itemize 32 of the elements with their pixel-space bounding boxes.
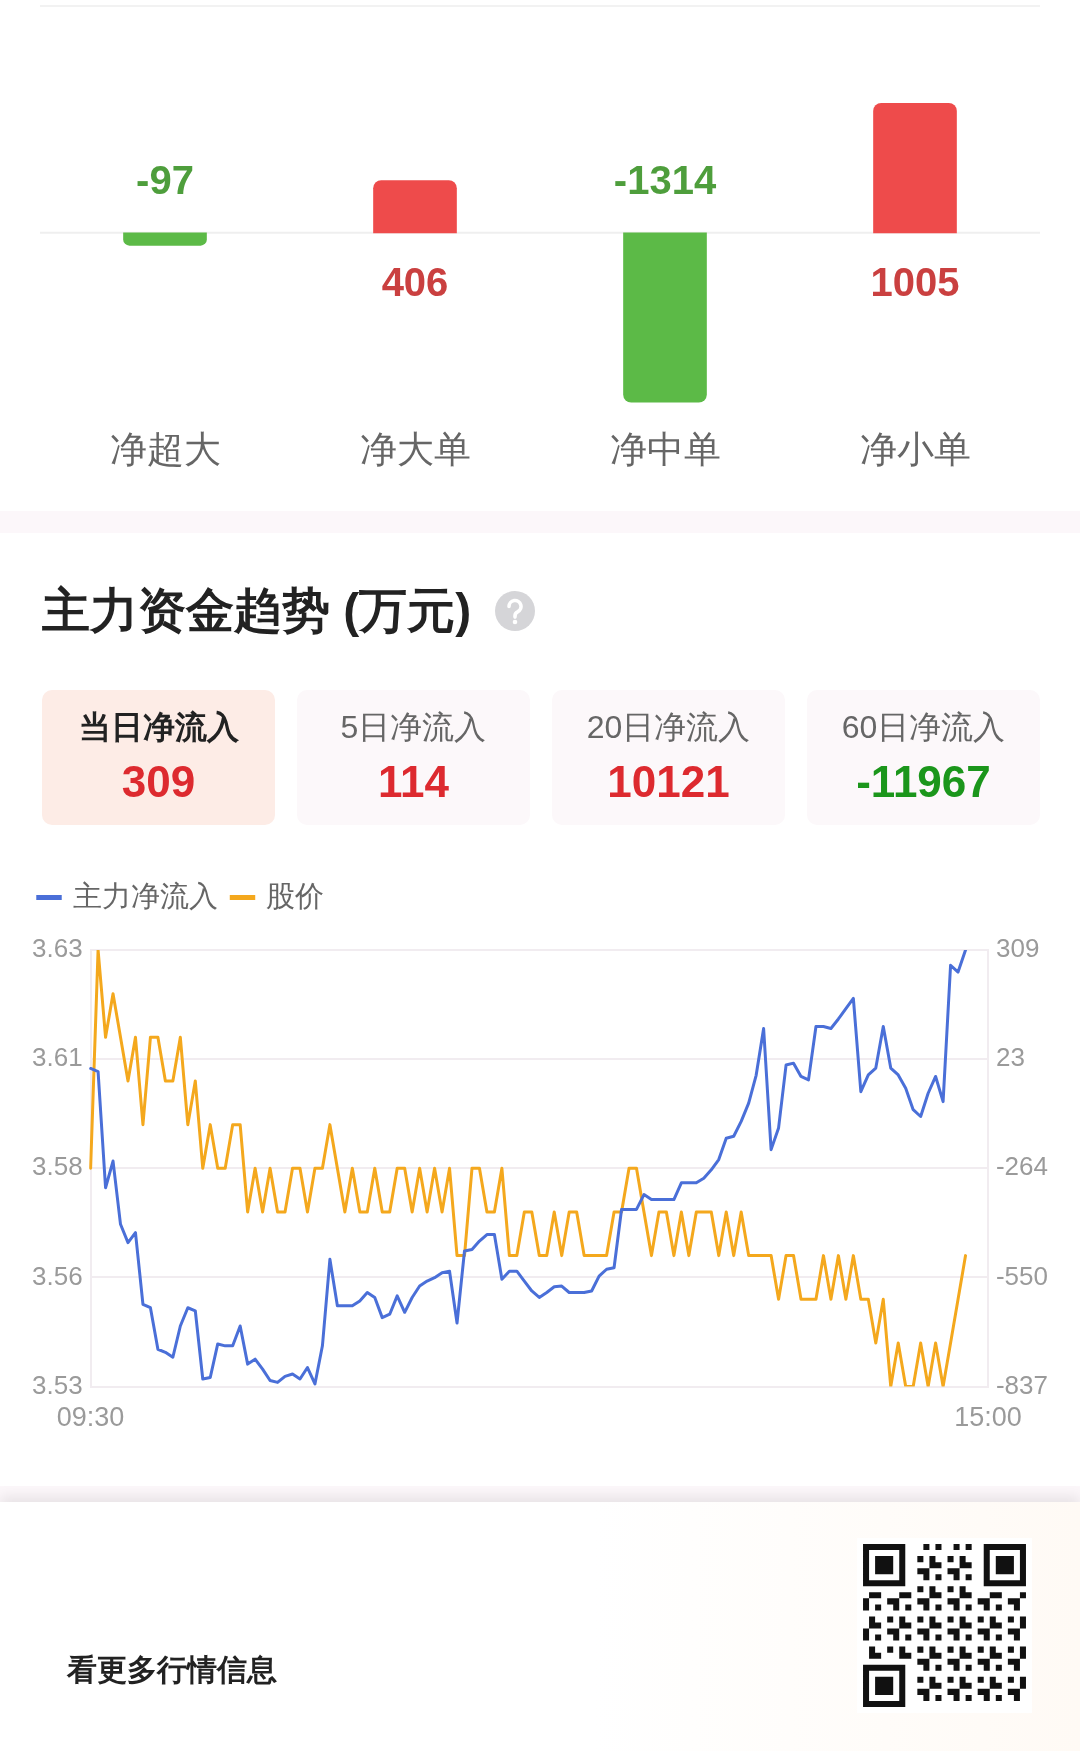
x-tick-label: 09:30: [56, 1402, 125, 1433]
category-label: 20日净流入: [585, 708, 752, 747]
y-tick-label: 3.53: [31, 1369, 83, 1400]
x-tick-label: 净小单: [859, 429, 971, 470]
data-label: 406: [381, 259, 449, 304]
category-label: 当日净流入: [77, 708, 240, 747]
legend-label: 股价: [266, 879, 324, 912]
y-tick-label: 3.63: [31, 933, 83, 964]
data-label: -97: [136, 157, 194, 202]
y-tick-label: 3.58: [31, 1151, 83, 1182]
data-label: -11967: [855, 756, 992, 808]
data-label: 114: [377, 756, 450, 808]
text: 看更多行情信息: [67, 1652, 277, 1688]
text: 主力资金趋势 (万元): [42, 584, 472, 638]
data-label: -1314: [613, 157, 717, 202]
y2-tick-label: 23: [995, 1042, 1025, 1073]
x-tick-label: 15:00: [954, 1402, 1022, 1433]
y2-tick-label: 309: [995, 933, 1040, 964]
y-tick-label: 3.56: [31, 1260, 83, 1291]
category-label: 5日净流入: [339, 708, 488, 747]
category-label: 60日净流入: [840, 708, 1007, 747]
y2-tick-label: -837: [995, 1369, 1049, 1400]
data-label: 309: [120, 756, 197, 808]
x-tick-label: 净大单: [359, 429, 471, 470]
y-tick-label: 3.61: [31, 1042, 83, 1073]
data-label: 1005: [870, 259, 960, 304]
data-label: 10121: [606, 756, 731, 808]
legend-label: 主力净流入: [72, 879, 218, 912]
y2-tick-label: -264: [995, 1151, 1049, 1182]
x-tick-label: 净超大: [109, 429, 221, 470]
y2-tick-label: -550: [995, 1260, 1049, 1291]
x-tick-label: 净中单: [609, 429, 721, 470]
